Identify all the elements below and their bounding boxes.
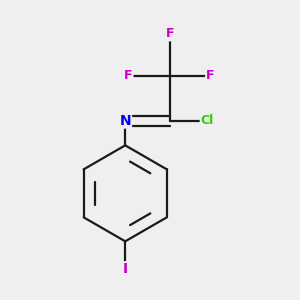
Text: N: N	[119, 114, 131, 128]
Text: F: F	[124, 69, 133, 82]
Text: F: F	[206, 69, 214, 82]
Text: I: I	[123, 262, 128, 276]
Text: Cl: Cl	[201, 114, 214, 127]
Text: F: F	[166, 27, 174, 40]
